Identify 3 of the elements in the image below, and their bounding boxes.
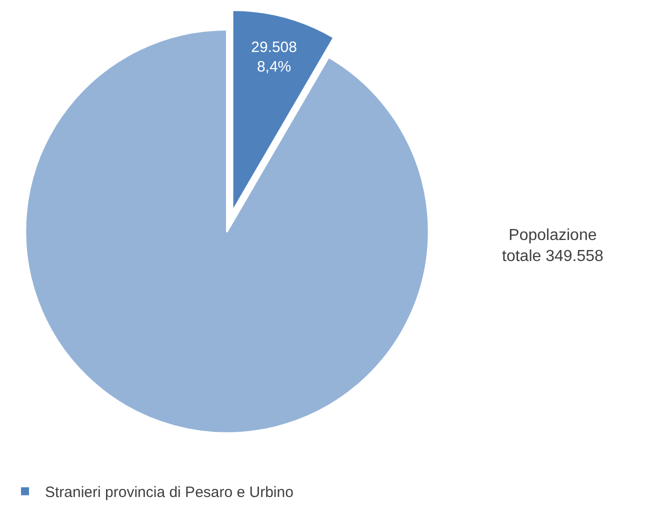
data-label: 29.508 8,4% bbox=[251, 39, 297, 76]
legend-label: Stranieri provincia di Pesaro e Urbino bbox=[45, 484, 294, 502]
text: Popolazione totale 349.558 bbox=[502, 227, 604, 265]
